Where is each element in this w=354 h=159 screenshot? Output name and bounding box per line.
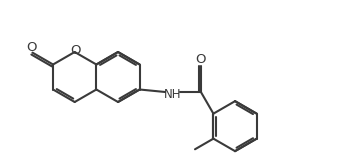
Text: O: O: [70, 45, 81, 58]
Text: O: O: [26, 41, 37, 54]
Text: O: O: [196, 53, 206, 66]
Text: NH: NH: [164, 87, 181, 100]
